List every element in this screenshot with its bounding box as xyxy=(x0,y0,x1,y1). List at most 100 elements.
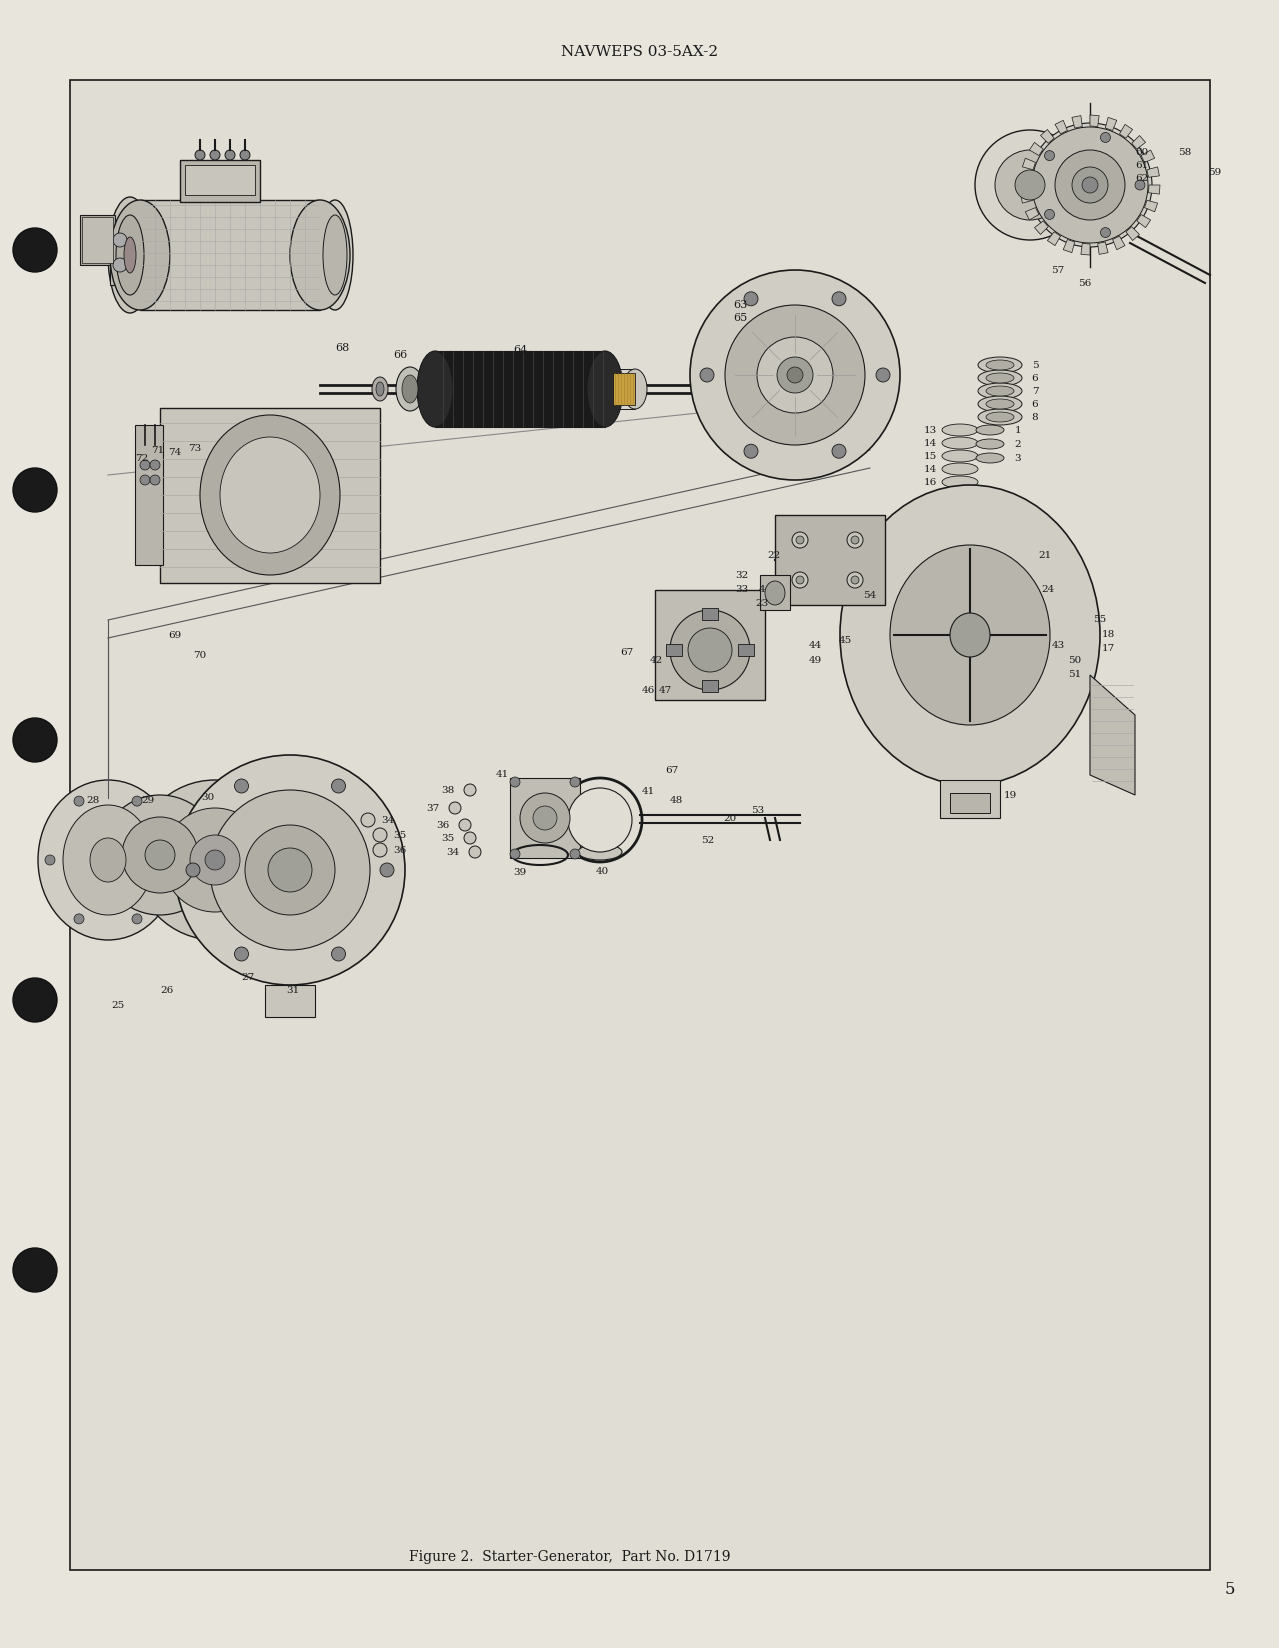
Circle shape xyxy=(331,948,345,961)
Ellipse shape xyxy=(568,788,632,852)
Ellipse shape xyxy=(578,844,622,860)
Ellipse shape xyxy=(122,817,198,893)
Bar xyxy=(510,778,579,859)
Circle shape xyxy=(225,150,235,160)
Polygon shape xyxy=(1048,232,1060,246)
Text: 63: 63 xyxy=(733,300,747,310)
Circle shape xyxy=(1045,209,1055,219)
Circle shape xyxy=(833,445,845,458)
Polygon shape xyxy=(1090,676,1134,794)
Text: NAVWEPS 03-5AX-2: NAVWEPS 03-5AX-2 xyxy=(561,44,719,59)
Ellipse shape xyxy=(1016,170,1045,199)
Text: 24: 24 xyxy=(1041,585,1055,595)
Polygon shape xyxy=(1081,244,1090,255)
Text: 68: 68 xyxy=(335,343,349,353)
Text: 35: 35 xyxy=(394,831,407,839)
Bar xyxy=(265,986,315,1017)
Text: 59: 59 xyxy=(1209,168,1221,176)
Text: 45: 45 xyxy=(838,636,852,644)
Text: 73: 73 xyxy=(188,443,202,453)
Circle shape xyxy=(234,948,248,961)
Polygon shape xyxy=(1030,142,1044,155)
Circle shape xyxy=(792,532,808,549)
Ellipse shape xyxy=(246,826,335,915)
Polygon shape xyxy=(1141,150,1155,163)
Ellipse shape xyxy=(840,485,1100,784)
Ellipse shape xyxy=(986,386,1014,396)
Polygon shape xyxy=(1055,120,1068,133)
Circle shape xyxy=(796,577,804,583)
Ellipse shape xyxy=(778,358,813,392)
Circle shape xyxy=(469,845,481,859)
Bar xyxy=(666,644,682,656)
Ellipse shape xyxy=(124,237,136,274)
Polygon shape xyxy=(1072,115,1082,129)
Ellipse shape xyxy=(978,358,1022,372)
Text: 56: 56 xyxy=(1078,279,1091,287)
Circle shape xyxy=(45,855,55,865)
Text: 6: 6 xyxy=(1032,374,1039,382)
Bar xyxy=(605,369,634,409)
Ellipse shape xyxy=(100,794,220,915)
Polygon shape xyxy=(1097,242,1108,254)
Ellipse shape xyxy=(978,409,1022,425)
Circle shape xyxy=(13,468,58,513)
Circle shape xyxy=(510,849,521,859)
Polygon shape xyxy=(1137,214,1151,227)
Text: 32: 32 xyxy=(735,572,748,580)
Ellipse shape xyxy=(757,336,833,414)
Circle shape xyxy=(194,150,205,160)
Circle shape xyxy=(744,292,758,307)
Ellipse shape xyxy=(943,437,978,448)
Bar xyxy=(180,160,260,203)
Bar xyxy=(160,409,380,583)
Circle shape xyxy=(876,368,890,382)
Text: 54: 54 xyxy=(863,590,876,600)
Text: 17: 17 xyxy=(1101,643,1114,653)
Bar xyxy=(139,199,320,310)
Circle shape xyxy=(361,812,375,827)
Text: 35: 35 xyxy=(441,834,454,842)
Bar xyxy=(950,793,990,812)
Text: 53: 53 xyxy=(751,806,765,814)
Ellipse shape xyxy=(396,368,425,410)
Ellipse shape xyxy=(943,450,978,461)
Circle shape xyxy=(13,227,58,272)
Bar xyxy=(435,351,605,427)
Bar xyxy=(655,590,765,700)
Circle shape xyxy=(13,977,58,1022)
Ellipse shape xyxy=(1072,166,1108,203)
Text: 5: 5 xyxy=(1032,361,1039,369)
Polygon shape xyxy=(1022,158,1036,170)
Text: 26: 26 xyxy=(160,986,174,994)
Polygon shape xyxy=(1041,130,1054,143)
Text: 23: 23 xyxy=(756,600,769,608)
Text: 2: 2 xyxy=(1014,440,1022,448)
Ellipse shape xyxy=(689,270,900,480)
Text: 74: 74 xyxy=(169,448,182,456)
Text: 62: 62 xyxy=(1136,173,1149,183)
Ellipse shape xyxy=(976,425,1004,435)
Text: 8: 8 xyxy=(1032,412,1039,422)
Text: 28: 28 xyxy=(87,796,100,804)
Bar xyxy=(775,516,885,605)
Text: 72: 72 xyxy=(136,453,148,463)
Text: 61: 61 xyxy=(1136,160,1149,170)
Ellipse shape xyxy=(220,437,320,554)
Circle shape xyxy=(380,864,394,877)
Circle shape xyxy=(833,292,845,307)
Ellipse shape xyxy=(162,808,267,911)
Bar xyxy=(136,425,162,565)
Text: 52: 52 xyxy=(701,836,715,844)
Circle shape xyxy=(1045,150,1055,160)
Circle shape xyxy=(851,577,859,583)
Polygon shape xyxy=(1119,124,1133,138)
Circle shape xyxy=(113,232,127,247)
Circle shape xyxy=(13,1248,58,1292)
Text: 36: 36 xyxy=(394,845,407,855)
Ellipse shape xyxy=(1032,127,1149,242)
Text: 44: 44 xyxy=(808,641,821,649)
Circle shape xyxy=(132,796,142,806)
Polygon shape xyxy=(1021,193,1033,203)
Text: 46: 46 xyxy=(641,686,655,694)
